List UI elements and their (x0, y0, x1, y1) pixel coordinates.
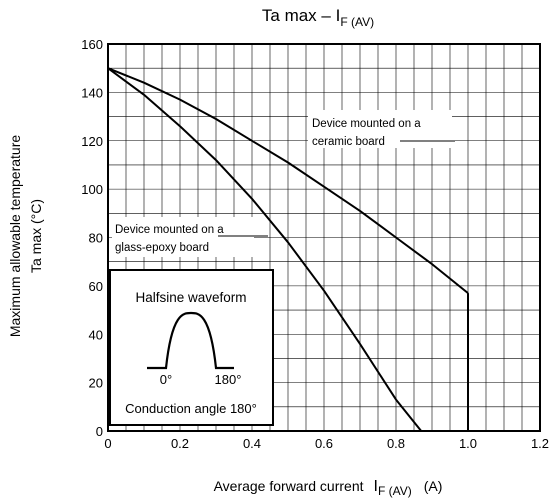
y-tick-label: 60 (89, 279, 103, 294)
series-group (107, 67, 469, 432)
x-axis-label-subscript: F (AV) (378, 484, 412, 498)
inset-label-start: 0° (160, 372, 172, 387)
x-tick-label: 0.4 (243, 436, 261, 451)
series-line-1 (107, 67, 469, 294)
x-tick-label: 0.6 (315, 436, 333, 451)
ceramic-annotation-line2: ceramic board (312, 136, 385, 148)
y-tick-label: 40 (89, 327, 103, 342)
x-axis-label-main: Average forward current (214, 478, 364, 494)
x-tick-label: 0.8 (387, 436, 405, 451)
ceramic-annotation: Device mounted on a ceramic board (308, 110, 455, 148)
y-tick-label: 0 (96, 424, 103, 439)
y-axis-label-line1: Maximum allowable temperature (7, 135, 23, 338)
glass-epoxy-annotation-line1: Device mounted on a (115, 224, 224, 236)
y-tick-label: 160 (81, 37, 103, 52)
inset-caption: Conduction angle 180° (125, 401, 257, 416)
glass-epoxy-annotation-bg (112, 217, 254, 257)
ceramic-annotation-bg (308, 110, 452, 148)
x-tick-label: 0 (104, 436, 111, 451)
x-tick-label: 1.0 (459, 436, 477, 451)
series-line-2 (107, 67, 422, 432)
x-axis-label: Average forward current IF (AV) (A) (214, 478, 443, 498)
waveform-inset: Halfsine waveform 0° 180° Conduction ang… (109, 269, 274, 426)
x-axis-label-unit: (A) (424, 478, 443, 494)
y-tick-label: 20 (89, 376, 103, 391)
inset-frame (109, 269, 274, 426)
ceramic-annotation-line1: Device mounted on a (312, 118, 421, 130)
x-tick-label: 0.2 (171, 436, 189, 451)
inset-label-end: 180° (215, 372, 242, 387)
chart-title-sub: F (AV) (340, 15, 374, 29)
y-tick-label: 140 (81, 85, 103, 100)
plot-frame (107, 43, 541, 432)
x-axis-label-symbol: I (374, 478, 378, 495)
y-axis-label-line2: Ta max (°C) (28, 199, 44, 273)
chart-title: Ta max – IF (AV) (262, 6, 374, 29)
x-tick-label: 1.2 (531, 436, 549, 451)
y-tick-label: 80 (89, 231, 103, 246)
grid (107, 43, 541, 432)
halfsine-waveform (147, 311, 234, 370)
inset-title: Halfsine waveform (135, 290, 246, 305)
chart-title-main: Ta max – I (262, 6, 340, 25)
glass-epoxy-annotation-line2: glass-epoxy board (115, 242, 209, 254)
y-tick-label: 100 (81, 182, 103, 197)
tick-labels: 0 0.2 0.4 0.6 0.8 1.0 1.2 0 20 40 60 80 100 120 140 160 (81, 37, 549, 451)
y-tick-label: 120 (81, 134, 103, 149)
glass-epoxy-annotation: Device mounted on a glass-epoxy board (112, 217, 268, 257)
